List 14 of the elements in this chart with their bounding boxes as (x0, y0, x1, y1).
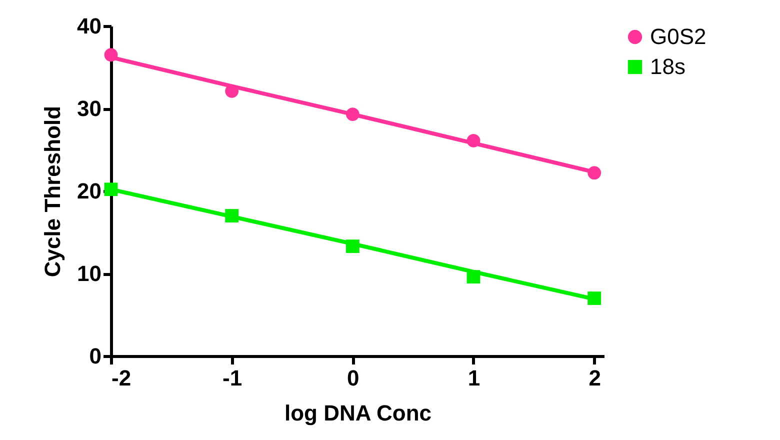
y-tick-label: 10 (77, 261, 102, 286)
y-tick-label: 40 (77, 14, 102, 38)
x-tick-label: 1 (468, 366, 480, 390)
legend-label: G0S2 (650, 24, 706, 49)
x-tick-label: 2 (588, 366, 601, 390)
y-tick-label: 30 (77, 96, 102, 121)
x-tick-label: 0 (347, 366, 360, 390)
y-tick-label: 0 (89, 344, 102, 368)
y-tick-label: 20 (77, 178, 102, 204)
y-axis-title: Cycle Threshold (40, 106, 66, 278)
x-tick-label: -2 (112, 366, 132, 390)
x-axis-title: log DNA Conc (284, 400, 432, 426)
legend-label: 18s (650, 54, 686, 79)
x-tick-label: -1 (222, 366, 242, 390)
